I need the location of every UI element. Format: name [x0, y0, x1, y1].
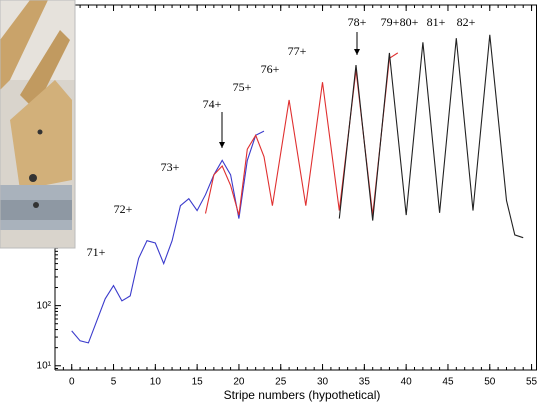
arrow-head: [219, 142, 225, 148]
annotation: 71+: [87, 245, 106, 259]
annotation: 80+: [400, 15, 419, 29]
y-tick-label: 10¹: [37, 360, 52, 371]
annotation: 79+: [381, 15, 400, 29]
annotation: 72+: [114, 202, 133, 216]
data-line: [338, 34, 524, 239]
x-tick-label: 40: [401, 377, 413, 388]
x-tick-label: 10: [150, 377, 162, 388]
y-tick-label: 10²: [37, 300, 52, 311]
arrow-head: [354, 49, 360, 55]
x-tick-label: 35: [359, 377, 371, 388]
inset-photo: [0, 0, 76, 249]
x-tick-label: 15: [192, 377, 204, 388]
x-tick-label: 50: [484, 377, 496, 388]
annotation: 77+: [288, 44, 307, 58]
x-tick-label: 20: [233, 377, 245, 388]
annotation: 74+: [203, 97, 222, 111]
x-tick-label: 55: [526, 377, 537, 388]
annotation: 76+: [261, 62, 280, 76]
data-line: [71, 130, 265, 344]
x-axis-label: Stripe numbers (hypothetical): [224, 388, 381, 402]
x-tick-label: 30: [317, 377, 329, 388]
annotation: 75+: [233, 80, 252, 94]
x-tick-label: 25: [275, 377, 287, 388]
x-tick-label: 45: [442, 377, 454, 388]
x-tick-label: 0: [69, 377, 75, 388]
annotation: 78+: [348, 15, 367, 29]
annotation: 81+: [427, 15, 446, 29]
annotation: 73+: [161, 160, 180, 174]
annotation: 82+: [457, 15, 476, 29]
x-tick-label: 5: [111, 377, 117, 388]
